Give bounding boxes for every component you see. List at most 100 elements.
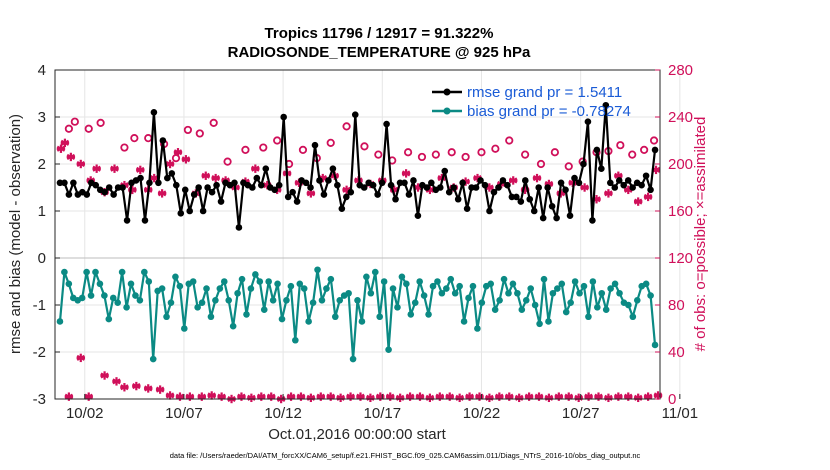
x-tick-label: 10/22 (463, 405, 501, 422)
possible-obs-point (171, 154, 181, 163)
bias-point (416, 278, 423, 285)
rmse-point (428, 179, 435, 187)
bias-point (465, 294, 472, 302)
rmse-point (150, 109, 158, 116)
assimilated-obs-point (181, 155, 191, 164)
bias-point (145, 278, 153, 285)
rmse-point (325, 177, 332, 184)
rmse-point (119, 184, 126, 191)
possible-obs-point (241, 145, 250, 154)
bias-point (607, 285, 614, 292)
bias-point (260, 306, 268, 314)
right-y-tick-label: 240 (668, 109, 693, 126)
assimilated-obs-point (175, 392, 185, 401)
bias-point (123, 304, 130, 311)
rmse-point (620, 181, 628, 189)
rmse-point (486, 207, 493, 215)
right-y-tick-label: 200 (668, 156, 693, 173)
bias-point (189, 278, 197, 285)
rmse-point (638, 181, 645, 189)
assimilated-obs-point (60, 138, 70, 148)
bias-point (420, 292, 428, 299)
rmse-point (374, 191, 381, 198)
assimilated-obs-point (584, 392, 593, 401)
possible-obs-point (628, 150, 637, 159)
assimilated-obs-point (509, 176, 518, 185)
possible-obs-point (183, 125, 193, 135)
assimilated-obs-point (326, 392, 335, 401)
bias-point (585, 313, 592, 321)
x-tick-label: 10/02 (66, 405, 104, 422)
rmse-point (463, 205, 471, 212)
possible-obs-point (298, 145, 308, 154)
bias-point (469, 282, 477, 290)
rmse-point (302, 179, 310, 187)
rmse-point (602, 101, 610, 109)
bias-point (554, 285, 561, 292)
rmse-point (445, 188, 453, 196)
rmse-point (280, 113, 287, 121)
right-y-axis-label: # of obs: o=possible; ×=assimilated (692, 117, 709, 352)
assimilated-obs-point (185, 392, 195, 401)
rmse-point (414, 212, 422, 219)
x-tick-label: 10/27 (562, 405, 600, 422)
rmse-point (231, 179, 238, 187)
rmse-point (571, 174, 578, 182)
possible-obs-point (209, 118, 218, 127)
legend: rmse grand pr = 1.5411 bias grand pr = -… (432, 84, 631, 120)
bias-point (65, 280, 73, 288)
bias-point (558, 280, 566, 288)
bias-point (314, 266, 321, 274)
rmse-point (513, 193, 520, 201)
bias-point (212, 297, 219, 304)
legend-rmse-marker (443, 88, 451, 96)
bias-point (514, 289, 521, 297)
possible-obs-point (360, 142, 369, 151)
x-tick-label: 10/07 (165, 405, 203, 422)
assimilated-obs-point (532, 173, 542, 183)
possible-obs-point (431, 150, 440, 159)
right-y-tick-label: 0 (668, 391, 676, 408)
rmse-point (123, 217, 131, 224)
bias-point (56, 318, 64, 325)
assimilated-obs-point (425, 393, 435, 403)
assimilated-obs-point (251, 164, 260, 173)
bias-point (425, 311, 432, 318)
assimilated-obs-point (66, 152, 76, 162)
bias-point (522, 297, 530, 304)
assimilated-obs-point (653, 391, 663, 400)
assimilated-obs-point (624, 392, 633, 401)
rmse-point (530, 207, 538, 215)
assimilated-obs-point (604, 189, 613, 198)
rmse-point (589, 217, 596, 224)
assimilated-obs-point (580, 183, 589, 192)
rmse-point (172, 181, 180, 189)
assimilated-obs-point (594, 392, 603, 401)
x-axis-label: Oct.01,2016 00:00:00 start (268, 426, 446, 443)
bias-point (167, 299, 175, 306)
rmse-point (647, 186, 654, 194)
legend-bias-label: bias grand pr = -0.78274 (467, 103, 631, 120)
bias-point (203, 285, 210, 292)
rmse-point (387, 181, 395, 189)
rmse-point (181, 186, 189, 194)
rmse-point (584, 118, 592, 125)
bias-point (252, 271, 259, 278)
rmse-point (307, 184, 314, 191)
rmse-point (195, 184, 202, 191)
bias-point (265, 278, 272, 285)
assimilated-obs-point (286, 392, 296, 401)
assimilated-obs-point (336, 393, 345, 403)
rmse-point (629, 184, 636, 191)
assimilated-obs-point (165, 391, 175, 400)
bias-point (96, 280, 104, 288)
bias-point (376, 313, 384, 321)
assimilated-obs-point (155, 385, 165, 394)
rmse-point (164, 174, 171, 182)
y-tick-label: 2 (38, 156, 46, 173)
bias-point (349, 355, 357, 363)
assimilated-obs-point (136, 165, 145, 175)
assimilated-obs-point (386, 392, 395, 401)
bias-point (576, 289, 583, 297)
bias-point (407, 311, 415, 318)
